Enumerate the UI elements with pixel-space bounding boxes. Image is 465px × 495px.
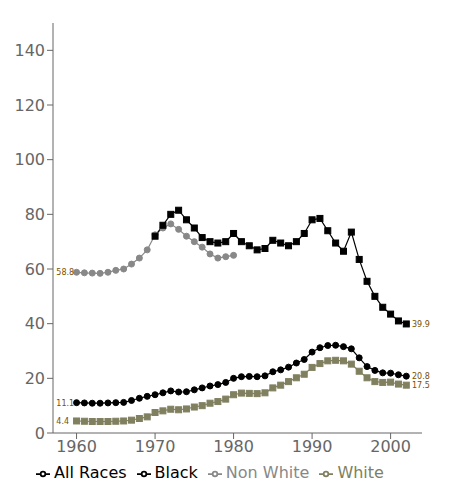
svg-text:20.8: 20.8 (412, 372, 430, 381)
svg-text:20: 20 (25, 369, 45, 388)
svg-text:1970: 1970 (135, 437, 176, 456)
html-text:White: White (337, 463, 384, 482)
svg-text:100: 100 (14, 150, 45, 169)
svg-text:58.8: 58.8 (56, 268, 74, 277)
svg-text:1980: 1980 (213, 437, 254, 456)
svg-text:60: 60 (25, 260, 45, 279)
html-text:Black: Black (154, 463, 198, 482)
svg-text:11.1: 11.1 (56, 399, 74, 408)
svg-text:140: 140 (14, 41, 45, 60)
svg-text:4.4: 4.4 (56, 417, 69, 426)
svg-text:80: 80 (25, 205, 45, 224)
svg-text:0: 0 (35, 424, 45, 443)
svg-text:39.9: 39.9 (412, 320, 430, 329)
svg-text:40: 40 (25, 314, 45, 333)
svg-text:120: 120 (14, 96, 45, 115)
svg-text:17.5: 17.5 (412, 381, 430, 390)
html-text:Non White: Non White (225, 463, 310, 482)
html-text:All Races: All Races (54, 463, 127, 482)
svg-text:1960: 1960 (56, 437, 97, 456)
svg-text:1990: 1990 (292, 437, 333, 456)
svg-text:2000: 2000 (370, 437, 411, 456)
